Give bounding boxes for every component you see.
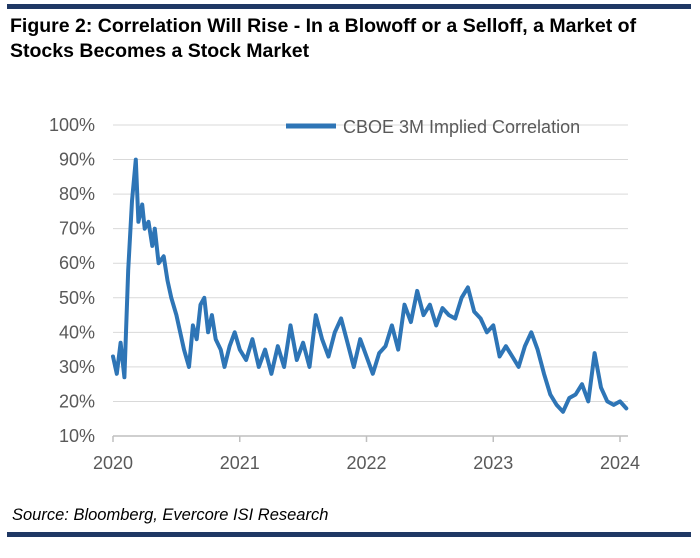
y-tick-label: 30% <box>59 357 95 377</box>
series-line-cboe-3m-implied-correlation <box>111 157 629 414</box>
y-tick-label: 60% <box>59 253 95 273</box>
y-tick-label: 70% <box>59 219 95 239</box>
x-tick-label: 2020 <box>93 453 133 473</box>
x-axis-ticks: 2020 2021 2022 2023 2024 <box>93 436 640 473</box>
source-note: Source: Bloomberg, Evercore ISI Research <box>12 506 329 524</box>
y-tick-label: 90% <box>59 150 95 170</box>
y-tick-label: 20% <box>59 391 95 411</box>
y-tick-label: 100% <box>49 115 95 135</box>
y-tick-label: 80% <box>59 184 95 204</box>
legend: CBOE 3M Implied Correlation <box>286 117 580 137</box>
y-tick-label: 50% <box>59 288 95 308</box>
top-rule <box>7 4 691 9</box>
y-axis-ticks: 10% 20% 30% 40% 50% 60% 70% 80% 90% 100% <box>49 115 95 446</box>
x-tick-label: 2022 <box>346 453 386 473</box>
y-tick-label: 40% <box>59 322 95 342</box>
x-tick-label: 2023 <box>473 453 513 473</box>
x-tick-label: 2021 <box>220 453 260 473</box>
legend-label: CBOE 3M Implied Correlation <box>343 117 580 137</box>
figure-title: Figure 2: Correlation Will Rise - In a B… <box>10 15 637 62</box>
y-tick-label: 10% <box>59 426 95 446</box>
bottom-rule <box>7 532 691 537</box>
chart: 10% 20% 30% 40% 50% 60% 70% 80% 90% 100% 2020 2021… <box>49 115 640 473</box>
x-tick-label: 2024 <box>600 453 640 473</box>
